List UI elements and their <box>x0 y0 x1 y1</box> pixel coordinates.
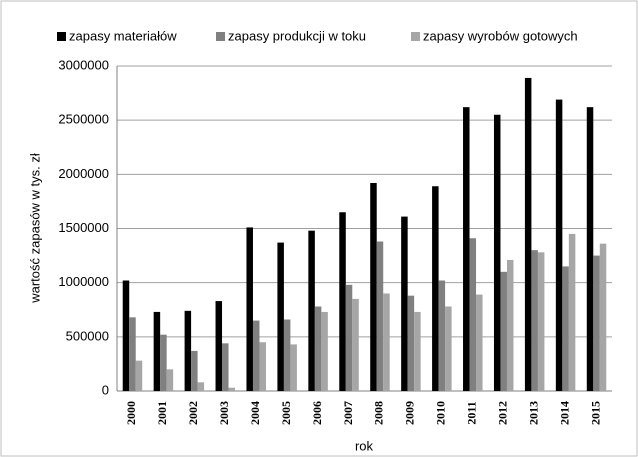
bar <box>290 344 297 391</box>
bar <box>506 259 514 391</box>
bar <box>568 233 576 391</box>
x-tick-label: 2002 <box>186 401 200 425</box>
bar <box>345 284 353 391</box>
bar <box>476 294 483 391</box>
legend-label: zapasy wyrobów gotowych <box>423 28 578 43</box>
bar <box>197 382 205 391</box>
x-tick-label: 2009 <box>403 401 417 425</box>
bar <box>524 77 532 392</box>
y-tick-label: 3000000 <box>58 57 109 72</box>
legend-swatch <box>57 32 66 41</box>
bar <box>215 301 223 391</box>
bar <box>537 252 545 391</box>
x-axis-title: rok <box>355 438 374 453</box>
x-tick-label: 2001 <box>155 401 169 425</box>
x-tick-label: 2000 <box>124 401 138 425</box>
bar <box>555 99 563 391</box>
bar <box>277 242 284 391</box>
bar <box>376 241 384 391</box>
x-tick-label: 2007 <box>341 401 355 425</box>
bar <box>493 114 501 391</box>
bar <box>259 342 266 391</box>
legend-label: zapasy materiałów <box>69 28 177 43</box>
x-tick-label: 2006 <box>310 401 324 425</box>
bar <box>383 293 390 391</box>
bar <box>407 295 415 391</box>
x-tick-label: 2010 <box>434 401 448 425</box>
x-tick-label: 2003 <box>217 401 231 425</box>
legend-swatch <box>216 32 225 41</box>
bar <box>166 369 174 391</box>
y-tick-label: 1000000 <box>58 274 109 289</box>
bar <box>314 306 322 391</box>
bar <box>283 319 291 391</box>
bar <box>160 334 167 391</box>
bar <box>352 298 359 391</box>
x-tick-label: 2011 <box>465 401 479 424</box>
y-tick-label: 2000000 <box>58 166 109 181</box>
bar <box>246 227 253 391</box>
bar <box>122 280 130 391</box>
y-axis-title: wartość zapasów w tys. zł <box>27 153 42 304</box>
bar <box>586 107 594 392</box>
bar <box>228 387 236 391</box>
x-tick-label: 2014 <box>557 401 571 425</box>
x-tick-label: 2004 <box>248 401 262 425</box>
bar <box>339 212 346 391</box>
bar <box>252 320 260 391</box>
y-tick-label: 500000 <box>66 328 109 343</box>
bar <box>370 183 377 391</box>
y-tick-label: 2500000 <box>58 112 109 127</box>
bar <box>438 280 446 391</box>
bar <box>129 317 136 391</box>
legend-swatch <box>411 32 420 41</box>
bar <box>401 216 408 391</box>
y-tick-label: 1500000 <box>58 220 109 235</box>
bar <box>500 271 507 391</box>
bar <box>184 310 192 391</box>
y-tick-label: 0 <box>102 382 109 397</box>
bar <box>321 311 328 391</box>
bar <box>593 255 600 391</box>
bar <box>135 360 143 391</box>
bar <box>432 186 439 391</box>
bar <box>562 266 569 391</box>
bar <box>599 243 607 391</box>
bar <box>463 107 470 392</box>
bar <box>469 238 477 391</box>
bar <box>445 306 452 391</box>
x-tick-label: 2012 <box>495 401 509 425</box>
x-tick-label: 2008 <box>372 401 386 425</box>
x-tick-label: 2005 <box>279 401 293 425</box>
x-tick-label: 2013 <box>526 401 540 425</box>
bar <box>153 311 161 391</box>
bar <box>531 250 538 391</box>
x-tick-label: 2015 <box>588 401 602 425</box>
bar <box>222 343 229 391</box>
bar <box>191 350 198 391</box>
bar <box>414 311 421 391</box>
bar <box>308 230 315 391</box>
legend-label: zapasy produkcji w toku <box>228 28 366 43</box>
